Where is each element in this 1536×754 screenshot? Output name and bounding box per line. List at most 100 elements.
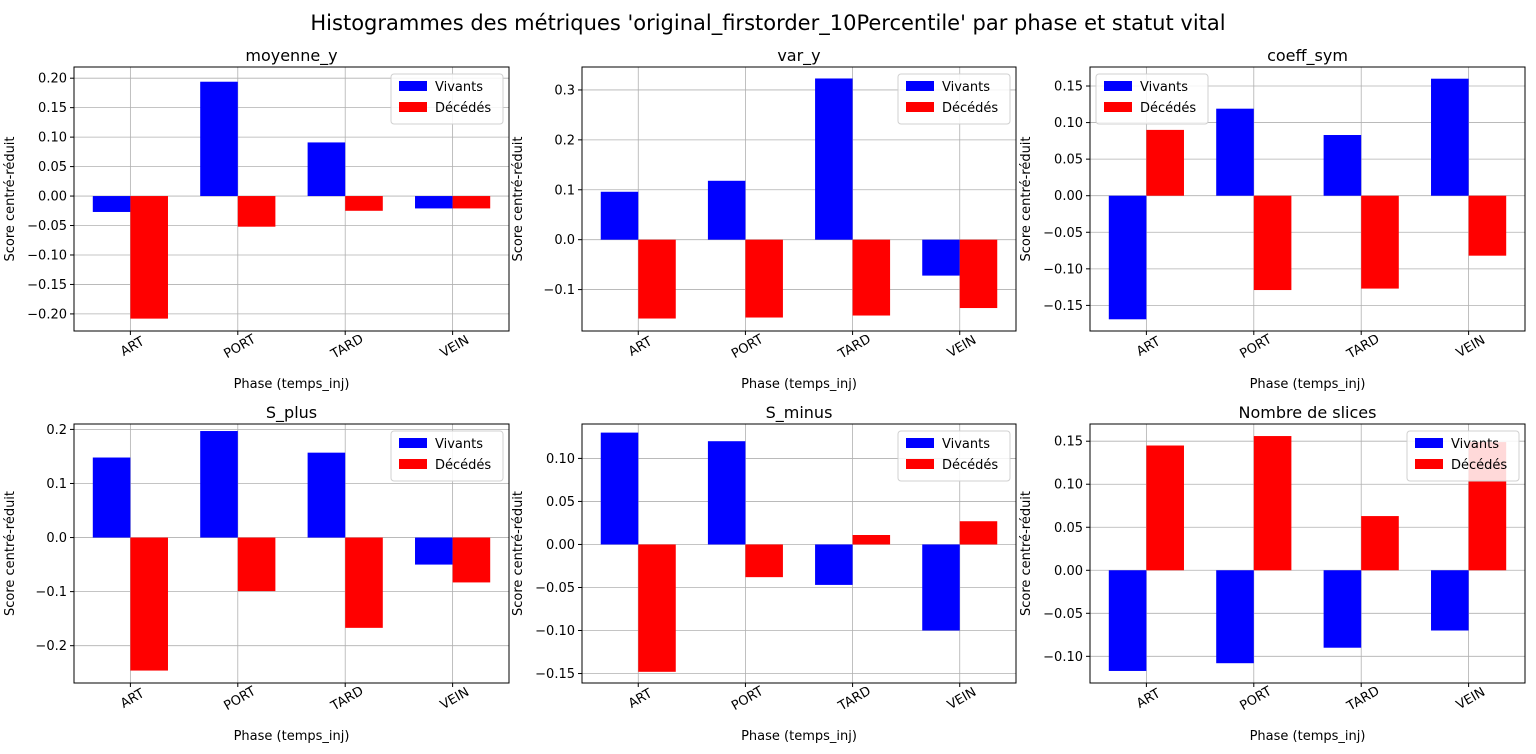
axes-frame	[73, 66, 510, 332]
bar-vivants-port	[1216, 108, 1254, 196]
bar-vivants-art	[600, 191, 639, 240]
legend-label-decedes: Décédés	[1451, 458, 1507, 473]
y-tick-label: 0.10	[1054, 116, 1083, 131]
legend: Vivants Décédés	[1095, 73, 1209, 125]
x-tick-label: TARD	[835, 684, 874, 715]
bar-decedes-port	[745, 239, 783, 318]
subplot-title: moyenne_y	[245, 46, 337, 66]
y-tick-label: −0.15	[1043, 299, 1083, 314]
legend: Vivants Décédés	[390, 73, 504, 125]
y-tick-label: −0.1	[35, 585, 67, 600]
x-tick-label: TARD	[328, 684, 367, 715]
y-tick-label: 0.20	[38, 72, 67, 87]
subplot-3: −0.15 −0.10 −0.05 0.00 0.05 0.10 0.15 ART PORT TA…	[1019, 46, 1526, 392]
bar-vivants-port	[200, 431, 238, 538]
bar-decedes-art	[130, 537, 168, 671]
axes-frame	[1089, 66, 1526, 332]
bar-vivants-tard	[1323, 135, 1362, 196]
y-tick-label: −0.10	[535, 624, 575, 639]
x-tick-label: TARD	[1344, 332, 1383, 363]
y-axis-label: Score centré-réduit	[3, 491, 18, 616]
y-tick-label: 0.05	[546, 495, 575, 510]
x-tick-label: VEIN	[438, 333, 472, 361]
bar-decedes-tard	[1361, 195, 1399, 289]
x-tick-label: ART	[626, 334, 655, 359]
y-tick-label: 0.00	[546, 538, 575, 553]
legend-label-decedes: Décédés	[942, 101, 998, 116]
x-tick-label: ART	[118, 334, 147, 359]
y-tick-label: −0.1	[543, 283, 575, 298]
legend-label-decedes: Décédés	[1140, 101, 1196, 116]
legend-label-vivants: Vivants	[1140, 80, 1188, 95]
legend-swatch-vivants	[1104, 81, 1132, 91]
bar-vivants-vein	[922, 544, 960, 631]
x-axis-label: Phase (temps_inj)	[1250, 377, 1366, 392]
bar-vivants-port	[707, 441, 746, 545]
bar-decedes-port	[237, 537, 276, 592]
y-tick-label: 0.3	[554, 83, 575, 98]
y-tick-label: 0.00	[38, 190, 67, 205]
bar-decedes-art	[130, 196, 168, 319]
x-axis-label: Phase (temps_inj)	[234, 729, 350, 744]
y-tick-label: −0.10	[1043, 262, 1083, 277]
bar-vivants-art	[600, 432, 639, 545]
bar-decedes-port	[237, 196, 276, 227]
y-tick-label: 0.2	[46, 423, 67, 438]
y-tick-label: 0.2	[554, 133, 575, 148]
x-tick-label: PORT	[222, 684, 259, 714]
x-tick-label: VEIN	[945, 685, 979, 713]
x-tick-label: ART	[118, 686, 147, 711]
legend-swatch-vivants	[906, 438, 934, 448]
bar-vivants-port	[1216, 570, 1254, 664]
y-tick-label: −0.20	[27, 307, 67, 322]
legend-label-vivants: Vivants	[942, 80, 990, 95]
legend-swatch-decedes	[906, 459, 934, 469]
y-tick-label: 0.1	[554, 183, 575, 198]
y-tick-label: −0.10	[1043, 650, 1083, 665]
bar-vivants-tard	[1323, 570, 1362, 648]
bar-vivants-vein	[1431, 78, 1469, 196]
y-tick-label: 0.00	[1054, 564, 1083, 579]
bar-decedes-tard	[852, 239, 891, 316]
bar-vivants-port	[707, 180, 746, 240]
bar-vivants-vein	[415, 537, 453, 565]
y-tick-label: 0.10	[38, 131, 67, 146]
x-tick-label: PORT	[729, 684, 766, 714]
x-tick-label: VEIN	[1454, 685, 1488, 713]
legend-label-vivants: Vivants	[1451, 437, 1499, 452]
x-axis-label: Phase (temps_inj)	[741, 377, 857, 392]
legend-swatch-decedes	[1415, 459, 1443, 469]
y-tick-label: −0.05	[535, 581, 575, 596]
bar-vivants-art	[1108, 570, 1147, 671]
y-tick-label: 0.1	[46, 477, 67, 492]
x-tick-label: VEIN	[1454, 333, 1488, 361]
x-tick-label: PORT	[1238, 684, 1275, 714]
legend: Vivants Décédés	[390, 430, 504, 482]
bar-decedes-art	[638, 544, 676, 672]
subplot-title: Nombre de slices	[1239, 403, 1377, 422]
y-tick-label: −0.05	[1043, 607, 1083, 622]
y-tick-label: −0.10	[27, 248, 67, 263]
legend-label-vivants: Vivants	[435, 80, 483, 95]
subplot-title: S_minus	[766, 403, 833, 423]
bar-decedes-tard	[852, 535, 891, 545]
axes-frame	[1089, 423, 1526, 684]
bar-decedes-port	[745, 544, 783, 578]
x-tick-label: TARD	[328, 332, 367, 363]
x-axis-label: Phase (temps_inj)	[234, 377, 350, 392]
legend-swatch-vivants	[399, 81, 427, 91]
y-tick-label: −0.2	[35, 639, 67, 654]
x-tick-label: ART	[1134, 686, 1163, 711]
x-axis-label: Phase (temps_inj)	[1250, 729, 1366, 744]
bar-decedes-vein	[959, 239, 998, 309]
bar-vivants-tard	[307, 142, 346, 197]
x-tick-label: PORT	[222, 332, 259, 362]
bar-decedes-vein	[959, 521, 998, 545]
axes-frame	[581, 423, 1017, 684]
legend-swatch-vivants	[1415, 438, 1443, 448]
x-axis-label: Phase (temps_inj)	[741, 729, 857, 744]
y-tick-label: 0.15	[38, 101, 67, 116]
bar-vivants-tard	[307, 452, 346, 538]
subplot-5: −0.15 −0.10 −0.05 0.00 0.05 0.10 ART PORT TARD VE…	[511, 403, 1017, 744]
